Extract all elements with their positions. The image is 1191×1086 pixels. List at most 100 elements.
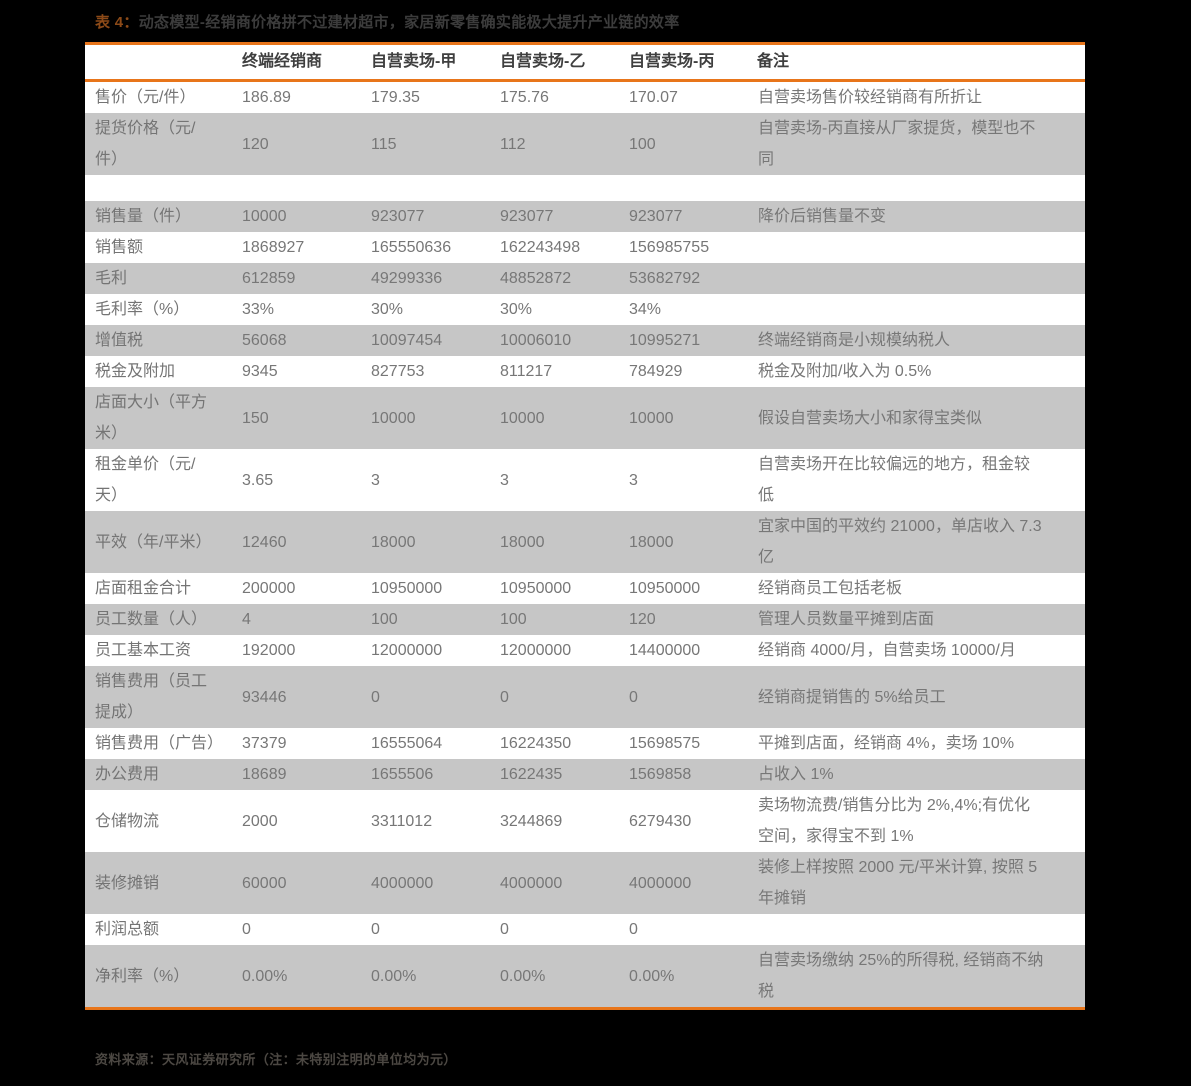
table-row: 毛利 612859 49299336 48852872 53682792 [85, 263, 1085, 294]
row-label: 销售费用（广告） [95, 735, 224, 752]
row-label: 销售量（件） [95, 208, 192, 225]
table-row: 销售费用（广告） 37379 16555064 16224350 15698575 平摊到… [85, 728, 1085, 759]
row-value: 162243498 [500, 239, 581, 256]
row-value: 0.00% [242, 967, 288, 985]
row-value: 923077 [500, 208, 554, 225]
table-row: 税金及附加 9345 827753 811217 784929 税金及附加/收入为 0.5… [85, 356, 1085, 387]
row-remark: 装修上样按照 2000 元/平米计算, 按照 5 年摊销 [758, 859, 1038, 907]
row-value: 811217 [500, 363, 553, 380]
row-label: 销售额 [95, 239, 144, 256]
row-value: 0 [371, 688, 380, 706]
row-remark: 平摊到店面，经销商 4%，卖场 10% [758, 735, 1015, 752]
row-value: 16555064 [371, 735, 443, 752]
row-value: 60000 [242, 874, 287, 892]
row-value: 93446 [242, 688, 287, 706]
row-value: 612859 [242, 270, 296, 287]
row-value: 34% [629, 301, 662, 318]
row-remark [748, 294, 1085, 325]
table-row: 装修摊销 60000 4000000 4000000 4000000 装修上样按照 200… [85, 852, 1085, 914]
row-remark [748, 175, 1085, 201]
row-label: 售价（元/件） [95, 89, 196, 106]
row-value: 30% [500, 301, 533, 318]
row-label: 销售费用（员工提成） [95, 673, 208, 721]
row-value: 0 [500, 688, 509, 706]
table-row: 销售费用（员工提成） 93446 0 0 0 经销商提销售的 5%给员工 [85, 666, 1085, 728]
table-row: 利润总额 0 0 0 0 [85, 914, 1085, 945]
row-value: 18000 [629, 533, 674, 551]
row-value: 10097454 [371, 332, 443, 349]
header-cell-dealer: 终端经销商 [242, 53, 323, 70]
row-value: 10950000 [371, 580, 443, 597]
table-row: 销售量（件） 10000 923077 923077 923077 降价后销售量不变 [85, 201, 1085, 232]
row-value: 10000 [629, 409, 674, 427]
row-value: 10995271 [629, 332, 701, 349]
row-value: 14400000 [629, 642, 701, 659]
row-value: 12000000 [500, 642, 572, 659]
row-value: 186.89 [242, 89, 291, 106]
row-label: 仓储物流 [95, 812, 160, 830]
row-label: 平效（年/平米） [95, 533, 212, 551]
dynamic-model-table: 终端经销商 自营卖场-甲 自营卖场-乙 自营卖场-丙 备注 [85, 45, 1085, 79]
row-remark: 自营卖场-丙直接从厂家提货，模型也不同 [758, 120, 1036, 168]
row-value: 0 [371, 921, 380, 938]
row-value: 3311012 [371, 812, 433, 830]
row-value: 6279430 [629, 812, 692, 830]
row-remark [748, 914, 1085, 945]
source-note: 资料来源：天风证券研究所（注：未特别注明的单位均为元） [95, 1052, 457, 1067]
row-value: 53682792 [629, 270, 701, 287]
header-cell-store-c: 自营卖场-丙 [629, 53, 715, 70]
row-value: 120 [629, 611, 656, 628]
row-value: 200000 [242, 580, 296, 597]
row-value: 33% [242, 301, 275, 318]
row-remark: 税金及附加/收入为 0.5% [758, 363, 932, 380]
row-value: 4000000 [629, 874, 692, 892]
row-value [233, 175, 362, 201]
row-value: 3 [629, 471, 638, 489]
row-value: 1655506 [371, 766, 434, 783]
row-label [85, 175, 233, 201]
row-value: 9345 [242, 363, 278, 380]
row-value: 3.65 [242, 471, 274, 489]
row-value: 12000000 [371, 642, 443, 659]
row-remark: 占收入 1% [758, 766, 834, 783]
row-label: 利润总额 [95, 921, 160, 938]
table-row: 员工基本工资 192000 12000000 12000000 14400000 经销商 … [85, 635, 1085, 666]
table-row: 员工数量（人） 4 100 100 120 管理人员数量平摊到店面 [85, 604, 1085, 635]
row-label: 员工数量（人） [95, 611, 208, 628]
row-value: 1868927 [242, 239, 305, 256]
row-value: 0 [629, 688, 638, 706]
row-value: 56068 [242, 332, 287, 349]
row-value: 1569858 [629, 766, 692, 783]
row-value: 115 [371, 135, 397, 153]
row-value: 18000 [371, 533, 416, 551]
table-title: 表 4： 动态模型-经销商价格拼不过建材超市，家居新零售确实能极大提升产业链的效率 [85, 0, 1085, 42]
table-row: 平效（年/平米） 12460 18000 18000 18000 宜家中国的平效约 210… [85, 511, 1085, 573]
table-row: 毛利率（%） 33% 30% 30% 34% [85, 294, 1085, 325]
row-value: 10950000 [500, 580, 572, 597]
row-value: 10000 [242, 208, 287, 225]
dynamic-model-table-body: 售价（元/件） 186.89 179.35 175.76 170.07 自营卖场售价较经销… [85, 82, 1085, 1007]
row-value: 165550636 [371, 239, 452, 256]
row-value: 0 [500, 921, 509, 938]
row-label: 净利率（%） [95, 967, 190, 985]
table-row: 租金单价（元/天） 3.65 3 3 3 自营卖场开在比较偏远的地方，租金较低 [85, 449, 1085, 511]
row-value: 37379 [242, 735, 287, 752]
row-value: 0.00% [371, 967, 417, 985]
data-table-container: 终端经销商 自营卖场-甲 自营卖场-乙 自营卖场-丙 备注 售价（元/件） 186… [85, 42, 1085, 1010]
row-value: 179.35 [371, 89, 420, 106]
row-value: 170.07 [629, 89, 678, 106]
row-remark: 宜家中国的平效约 21000，单店收入 7.3 亿 [758, 518, 1042, 566]
row-value: 15698575 [629, 735, 701, 752]
table-header: 终端经销商 自营卖场-甲 自营卖场-乙 自营卖场-丙 备注 [85, 45, 1085, 79]
row-value: 10950000 [629, 580, 701, 597]
header-accent-rule [85, 79, 1085, 82]
row-value: 784929 [629, 363, 683, 380]
row-label: 店面大小（平方米） [95, 394, 208, 442]
table-row: 售价（元/件） 186.89 179.35 175.76 170.07 自营卖场售价较经销… [85, 82, 1085, 113]
row-value: 0 [242, 921, 251, 938]
header-cell-remark: 备注 [757, 53, 790, 70]
row-value: 112 [500, 135, 526, 153]
row-value: 100 [629, 135, 656, 153]
header-cell-store-a: 自营卖场-甲 [371, 53, 457, 70]
row-value: 12460 [242, 533, 287, 551]
